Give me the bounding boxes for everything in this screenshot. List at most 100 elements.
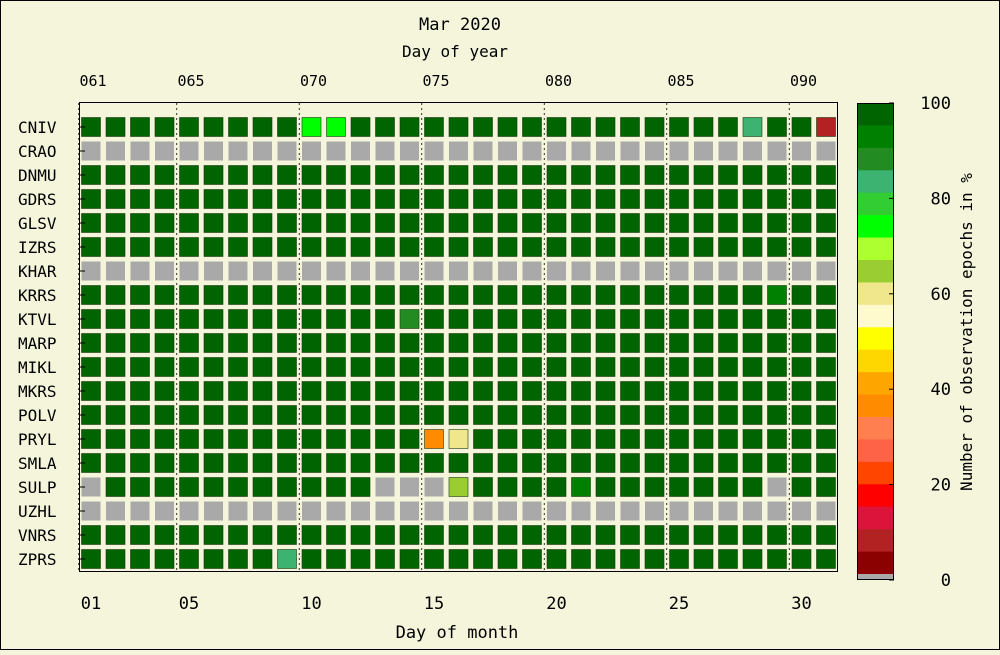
heatmap-cell (767, 381, 787, 401)
heatmap-cell (792, 261, 811, 281)
heatmap-cell (424, 261, 444, 281)
heatmap-cell (522, 429, 542, 449)
heatmap-cell (448, 525, 469, 545)
heatmap-cell (228, 405, 248, 425)
heatmap-cell (203, 117, 224, 137)
heatmap-cell (179, 477, 199, 497)
heatmap-cell (571, 309, 591, 329)
heatmap-cell (301, 333, 322, 353)
heatmap-cell (228, 141, 248, 161)
colorbar-segment (857, 551, 894, 575)
heatmap-cell (105, 525, 126, 545)
heatmap-cell (694, 501, 713, 521)
heatmap-cell (497, 189, 518, 209)
heatmap-cell (326, 477, 346, 497)
heatmap-cell (130, 477, 150, 497)
heatmap-cell (326, 357, 346, 377)
heatmap-cell (179, 333, 199, 353)
heatmap-cell (326, 525, 346, 545)
heatmap-cell (546, 333, 567, 353)
heatmap-cell (546, 309, 567, 329)
heatmap-cell (179, 117, 199, 137)
heatmap-cell (497, 237, 518, 257)
x-axis-label: Day of month (396, 623, 519, 643)
heatmap-cell (155, 261, 174, 281)
top-tick-label: 065 (177, 72, 204, 90)
heatmap-cell (154, 453, 175, 473)
heatmap-cell (767, 477, 787, 497)
heatmap-cell (228, 477, 248, 497)
heatmap-cell (816, 213, 836, 233)
heatmap-cell (644, 237, 665, 257)
heatmap-cell (399, 213, 420, 233)
heatmap-cell (130, 141, 150, 161)
heatmap-cell (375, 189, 395, 209)
heatmap-cell (252, 405, 273, 425)
heatmap-cell (424, 237, 444, 257)
heatmap-cell (522, 405, 542, 425)
heatmap-cell (571, 237, 591, 257)
heatmap-cell (399, 453, 420, 473)
heatmap-cell (106, 261, 125, 281)
heatmap-cell (375, 381, 395, 401)
heatmap-cell (644, 381, 665, 401)
heatmap-cell (742, 357, 763, 377)
heatmap-cell (277, 477, 297, 497)
heatmap-cell (595, 549, 616, 569)
heatmap-cell (473, 309, 493, 329)
heatmap-cell (449, 141, 468, 161)
heatmap-cell (743, 141, 762, 161)
heatmap-cell (424, 429, 444, 449)
heatmap-cell (497, 285, 518, 305)
heatmap-cell (522, 285, 542, 305)
heatmap-cell (473, 165, 493, 185)
heatmap-cell (767, 309, 787, 329)
heatmap-cell (473, 213, 493, 233)
heatmap-cell (228, 453, 248, 473)
heatmap-cell (816, 477, 836, 497)
heatmap-cell (767, 429, 787, 449)
heatmap-cell (693, 165, 714, 185)
heatmap-cell (718, 333, 738, 353)
heatmap-cell (448, 117, 469, 137)
heatmap-cell (179, 405, 199, 425)
heatmap-cell (693, 357, 714, 377)
heatmap-cell (473, 525, 493, 545)
heatmap-cell (669, 477, 689, 497)
heatmap-cell (522, 261, 542, 281)
heatmap-cell (644, 453, 665, 473)
heatmap-cell (718, 141, 738, 161)
heatmap-cell (326, 285, 346, 305)
heatmap-cell (253, 261, 272, 281)
heatmap-cell (424, 333, 444, 353)
colorbar-tick-label: 80 (931, 189, 951, 209)
colorbar-segment (857, 215, 894, 238)
heatmap-cell (228, 213, 248, 233)
heatmap-cell (449, 261, 468, 281)
heatmap-cell (81, 501, 101, 521)
top-axis-label: Day of year (402, 42, 508, 61)
heatmap-cell (742, 333, 763, 353)
heatmap-cell (546, 477, 567, 497)
heatmap-cell (252, 429, 273, 449)
colorbar-segment (857, 147, 894, 171)
heatmap-cell (620, 525, 640, 545)
heatmap-cell (105, 333, 126, 353)
heatmap-cell (350, 381, 371, 401)
heatmap-cell (742, 117, 763, 137)
heatmap-cell (767, 213, 787, 233)
heatmap-cell (130, 333, 150, 353)
heatmap-cell (154, 213, 175, 233)
heatmap-cell (546, 357, 567, 377)
heatmap-cell (547, 141, 566, 161)
y-tick-label: SMLA (18, 454, 57, 473)
heatmap-cell (326, 453, 346, 473)
heatmap-cell (718, 261, 738, 281)
heatmap-cell (424, 165, 444, 185)
heatmap-cell (497, 309, 518, 329)
heatmap-cell (620, 309, 640, 329)
heatmap-cell (693, 477, 714, 497)
heatmap-cell (277, 453, 297, 473)
heatmap-cell (595, 285, 616, 305)
